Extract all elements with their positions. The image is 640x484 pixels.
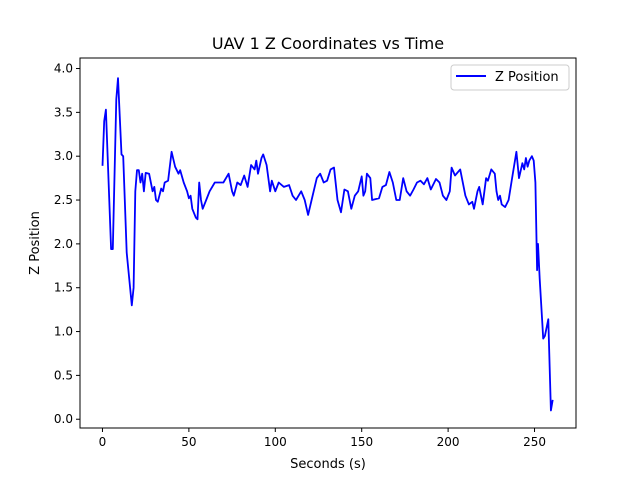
chart-title: UAV 1 Z Coordinates vs Time [212, 34, 444, 53]
legend: Z Position [450, 64, 570, 91]
y-tick-label: 1.5 [54, 281, 73, 295]
y-tick-label: 2.0 [54, 237, 73, 251]
plot-area [101, 77, 554, 412]
y-tick-label: 3.5 [54, 105, 73, 119]
x-tick-label: 0 [99, 435, 107, 449]
x-tick-label: 150 [350, 435, 373, 449]
y-axis: 0.0 0.5 1.0 1.5 2.0 2.5 3.0 3.5 4.0 [54, 62, 80, 426]
y-axis-label: Z Position [28, 211, 43, 275]
x-tick-label: 250 [523, 435, 546, 449]
x-tick-label: 200 [437, 435, 460, 449]
y-tick-label: 0.5 [54, 368, 73, 382]
y-tick-label: 0.0 [54, 412, 73, 426]
x-axis-label: Seconds (s) [290, 457, 366, 472]
y-tick-label: 1.0 [54, 325, 73, 339]
series-line-z-position [101, 77, 554, 412]
legend-frame [450, 64, 570, 91]
y-tick-label: 3.0 [54, 149, 73, 163]
axes-frame [79, 57, 577, 429]
x-tick-label: 50 [181, 435, 196, 449]
y-tick-label: 4.0 [54, 62, 73, 76]
y-tick-label: 2.5 [54, 193, 73, 207]
x-axis: 0 50 100 150 200 250 [99, 428, 546, 449]
x-tick-label: 100 [264, 435, 287, 449]
legend-label: Z Position [495, 70, 559, 85]
